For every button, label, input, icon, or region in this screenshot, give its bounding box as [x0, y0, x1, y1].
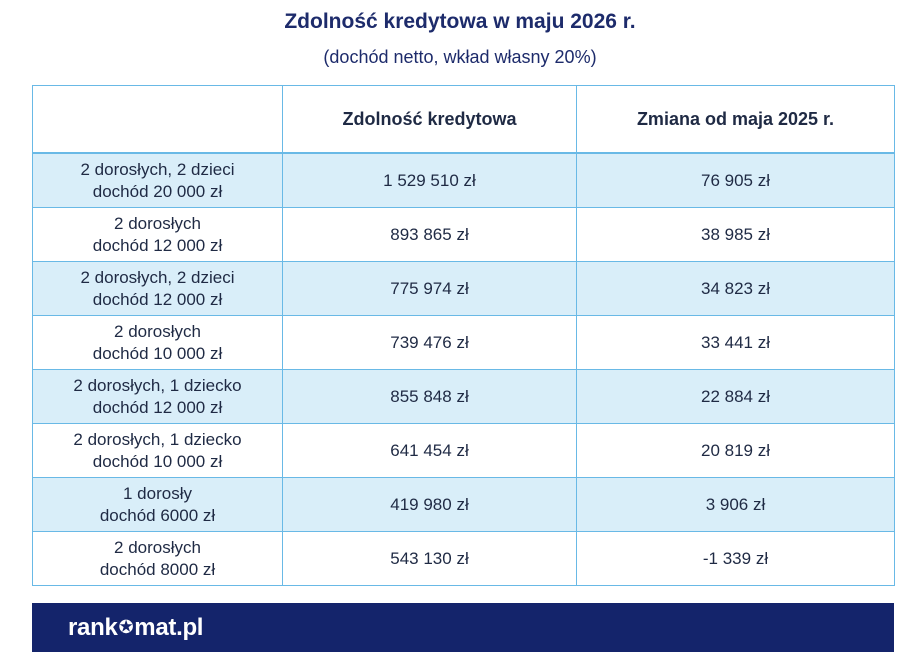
capacity-cell: 543 130 zł [282, 531, 577, 586]
household-line2: dochód 10 000 zł [92, 343, 223, 363]
household-line2: dochód 8000 zł [99, 559, 216, 579]
header-change: Zmiana od maja 2025 r. [576, 85, 895, 154]
footer-bar [32, 603, 894, 652]
household-line1: 2 dorosłych [114, 537, 201, 557]
household-line2: dochód 12 000 zł [92, 397, 223, 417]
household-cell: 2 dorosłych, 1 dziecko dochód 12 000 zł [32, 369, 283, 424]
household-cell: 1 dorosły dochód 6000 zł [32, 477, 283, 532]
table-header-row: Zdolność kredytowa Zmiana od maja 2025 r… [32, 85, 895, 154]
household-line1: 2 dorosłych [114, 321, 201, 341]
capacity-cell: 739 476 zł [282, 315, 577, 370]
household-cell: 2 dorosłych, 2 dzieci dochód 20 000 zł [32, 152, 283, 208]
table-row: 2 dorosłych dochód 10 000 zł 739 476 zł 3… [32, 315, 895, 370]
household-line1: 2 dorosłych, 2 dzieci [80, 159, 235, 179]
household-line1: 2 dorosłych, 1 dziecko [73, 375, 242, 395]
table-row: 2 dorosłych, 1 dziecko dochód 10 000 zł 6… [32, 423, 895, 478]
table-row: 2 dorosłych, 2 dzieci dochód 20 000 zł 1 … [32, 152, 895, 208]
header-household [32, 85, 283, 154]
change-cell: 22 884 zł [576, 369, 895, 424]
household-cell: 2 dorosłych, 2 dzieci dochód 12 000 zł [32, 261, 283, 316]
household-cell: 2 dorosłych dochód 8000 zł [32, 531, 283, 586]
household-cell: 2 dorosłych, 1 dziecko dochód 10 000 zł [32, 423, 283, 478]
credit-capacity-table: Zdolność kredytowa Zmiana od maja 2025 r… [32, 85, 895, 586]
household-line1: 2 dorosłych, 1 dziecko [73, 429, 242, 449]
table-row: 2 dorosłych, 2 dzieci dochód 12 000 zł 77… [32, 261, 895, 316]
table-row: 2 dorosłych dochód 12 000 zł 893 865 zł 3… [32, 207, 895, 262]
capacity-cell: 419 980 zł [282, 477, 577, 532]
household-cell: 2 dorosłych dochód 12 000 zł [32, 207, 283, 262]
household-line2: dochód 6000 zł [99, 505, 216, 525]
change-cell: 34 823 zł [576, 261, 895, 316]
household-line1: 1 dorosły [123, 483, 192, 503]
capacity-cell: 641 454 zł [282, 423, 577, 478]
household-line1: 2 dorosłych [114, 213, 201, 233]
capacity-cell: 855 848 zł [282, 369, 577, 424]
rankomat-logo[interactable]: rank ✪ mat.pl [68, 614, 203, 642]
household-line2: dochód 20 000 zł [92, 181, 223, 201]
change-cell: 76 905 zł [576, 152, 895, 208]
table-row: 2 dorosłych dochód 8000 zł 543 130 zł -1 … [32, 531, 895, 586]
table-row: 2 dorosłych, 1 dziecko dochód 12 000 zł 8… [32, 369, 895, 424]
page-subtitle: (dochód netto, wkład własny 20%) [323, 47, 597, 67]
capacity-cell: 1 529 510 zł [282, 152, 577, 208]
household-line2: dochód 10 000 zł [92, 451, 223, 471]
change-cell: 3 906 zł [576, 477, 895, 532]
table-row: 1 dorosły dochód 6000 zł 419 980 zł 3 906… [32, 477, 895, 532]
logo-text-part1: rank [68, 614, 118, 641]
change-cell: 38 985 zł [576, 207, 895, 262]
change-cell: -1 339 zł [576, 531, 895, 586]
star-icon: ✪ [118, 616, 134, 637]
household-cell: 2 dorosłych dochód 10 000 zł [32, 315, 283, 370]
page-title: Zdolność kredytowa w maju 2026 r. [284, 10, 636, 33]
change-cell: 20 819 zł [576, 423, 895, 478]
capacity-cell: 893 865 zł [282, 207, 577, 262]
capacity-cell: 775 974 zł [282, 261, 577, 316]
logo-text-part2: mat.pl [134, 614, 204, 641]
header-capacity: Zdolność kredytowa [282, 85, 577, 154]
change-cell: 33 441 zł [576, 315, 895, 370]
household-line2: dochód 12 000 zł [92, 289, 223, 309]
household-line2: dochód 12 000 zł [92, 235, 223, 255]
household-line1: 2 dorosłych, 2 dzieci [80, 267, 235, 287]
